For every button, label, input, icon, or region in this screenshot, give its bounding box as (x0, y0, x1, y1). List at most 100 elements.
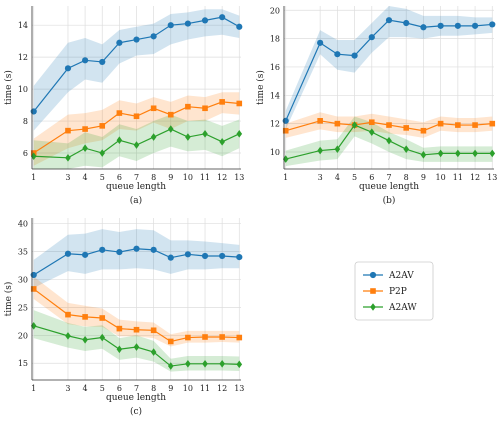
series-line-a2aw (285, 124, 493, 160)
y-tick-label: 8 (23, 117, 28, 126)
point-p2p (99, 123, 106, 129)
x-tick-label: 3 (318, 173, 323, 182)
point-a2aw (219, 360, 225, 368)
point-a2av (420, 24, 427, 31)
point-a2aw (99, 149, 106, 157)
point-p2p (386, 122, 392, 128)
point-p2p (368, 119, 375, 126)
point-a2aw (351, 121, 358, 129)
x-tick-label: 12 (470, 173, 480, 182)
x-tick-label: 7 (134, 384, 139, 393)
x-tick-label: 11 (453, 173, 463, 182)
point-p2p (202, 334, 208, 340)
point-a2aw (282, 155, 289, 163)
x-tick-label: 10 (183, 173, 193, 182)
point-p2p (65, 311, 71, 318)
x-tick-label: 5 (100, 173, 105, 182)
point-a2aw (133, 343, 140, 351)
point-a2aw (185, 133, 191, 141)
legend-marker-a2av-shape (369, 271, 377, 279)
point-p2p (202, 105, 208, 112)
band-a2av (285, 6, 493, 130)
point-a2av (116, 39, 123, 46)
point-p2p (167, 338, 174, 345)
x-tick-label: 4 (83, 384, 88, 393)
legend-item-a2av: A2AV (363, 271, 414, 281)
point-a2aw (472, 149, 478, 158)
point-a2aw (334, 145, 341, 153)
y-tick-label: 25 (18, 303, 28, 312)
x-tick-label: 6 (117, 173, 122, 182)
legend-marker-p2p-shape (370, 288, 376, 294)
point-a2av (99, 246, 106, 253)
point-p2p (30, 286, 37, 292)
band-a2av (33, 229, 240, 288)
point-a2av (236, 254, 243, 261)
y-tick-label: 40 (18, 220, 28, 229)
point-a2aw (150, 133, 157, 141)
point-a2av (368, 34, 375, 41)
y-tick-label: 30 (18, 275, 28, 284)
panel-caption: (c) (130, 406, 142, 417)
legend-item-a2aw: A2AW (363, 303, 417, 313)
series-line-a2aw (33, 128, 240, 159)
point-a2av (99, 58, 106, 66)
point-a2aw (368, 128, 375, 136)
point-a2av (489, 21, 496, 28)
series-line-p2p (33, 288, 240, 343)
point-a2av (351, 52, 358, 59)
legend-marker-a2aw-shape (370, 303, 376, 311)
point-a2aw (30, 322, 37, 330)
point-a2av (150, 246, 157, 253)
y-tick-label: 14 (18, 21, 28, 30)
legend-marker-p2p (370, 288, 376, 294)
point-a2aw (403, 145, 410, 153)
point-a2aw (455, 149, 461, 158)
point-p2p (65, 127, 71, 134)
legend-item-p2p: P2P (363, 287, 407, 297)
x-tick-label: 4 (335, 173, 340, 182)
point-a2av (82, 251, 89, 258)
x-tick-label: 5 (352, 173, 357, 182)
x-tick-label: 6 (369, 173, 374, 182)
point-a2av (282, 117, 289, 124)
point-p2p (403, 125, 410, 131)
point-p2p (317, 118, 323, 124)
x-tick-label: 10 (183, 384, 193, 393)
point-p2p (99, 315, 106, 321)
point-a2aw (420, 151, 427, 159)
point-a2av (454, 22, 461, 29)
y-tick-label: 10 (18, 85, 28, 94)
x-axis-label: queue length (106, 393, 166, 403)
series-line-a2aw (33, 325, 240, 367)
x-axis-label: queue length (359, 182, 419, 192)
x-tick-label: 9 (168, 384, 173, 393)
point-a2av (133, 245, 140, 252)
point-a2av (236, 23, 243, 30)
legend-label-p2p: P2P (389, 287, 407, 297)
point-a2av (167, 22, 174, 29)
x-tick-label: 8 (151, 384, 156, 393)
point-p2p (167, 111, 174, 118)
y-tick-label: 10 (270, 148, 280, 157)
point-a2aw (30, 152, 37, 161)
point-a2aw (317, 146, 323, 155)
point-p2p (455, 122, 461, 128)
x-tick-label: 5 (100, 384, 105, 393)
point-a2aw (116, 136, 123, 145)
point-a2av (64, 65, 72, 72)
point-p2p (133, 113, 140, 120)
point-a2aw (489, 149, 496, 158)
x-tick-label: 12 (217, 173, 227, 182)
y-tick-label: 15 (18, 359, 28, 368)
point-p2p (185, 103, 191, 110)
point-a2aw (167, 362, 174, 370)
point-a2aw (167, 125, 174, 133)
point-a2aw (65, 332, 71, 340)
x-tick-label: 6 (117, 384, 122, 393)
point-p2p (489, 120, 496, 127)
